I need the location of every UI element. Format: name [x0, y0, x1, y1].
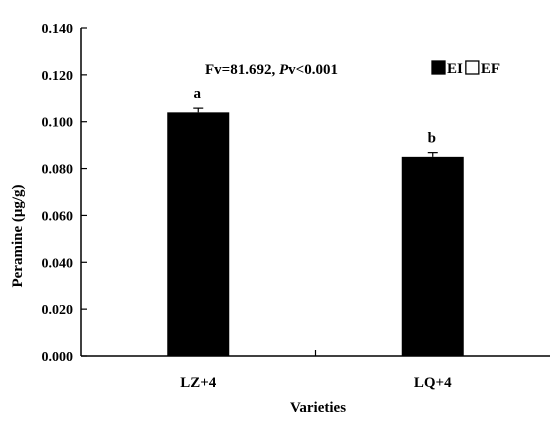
significance-letter: a — [194, 86, 202, 102]
y-tick-label: 0.040 — [42, 256, 74, 271]
legend-label-EF: EF — [481, 61, 500, 77]
x-ticks: LZ+4 LQ+4 — [180, 350, 452, 391]
significance-letter: b — [428, 131, 436, 147]
legend-swatch-EF — [465, 60, 480, 75]
stats-annotation-suffix: v<0.001 — [288, 62, 338, 78]
y-ticks: 0.000 0.020 0.040 0.060 0.080 0.100 0.120 0.140 — [42, 22, 87, 365]
stats-annotation: Fv=81.692, Pv<0.001 — [205, 62, 338, 78]
x-tick-label: LZ+4 — [180, 375, 217, 391]
bars: ab — [167, 86, 464, 356]
bar-LZ+4 — [167, 112, 230, 356]
stats-annotation-prefix: Fv=81.692, — [205, 62, 279, 78]
y-tick-label: 0.100 — [42, 116, 74, 131]
y-tick-label: 0.000 — [42, 350, 74, 365]
bar-LQ+4 — [401, 156, 464, 356]
stats-annotation-p: P — [279, 62, 289, 78]
y-axis-label: Peramine (μg/g) — [10, 184, 26, 287]
legend: EI EF — [431, 60, 500, 77]
y-tick-label: 0.120 — [42, 69, 74, 84]
y-tick-label: 0.080 — [42, 163, 74, 178]
y-tick-label: 0.020 — [42, 303, 74, 318]
x-tick-label: LQ+4 — [414, 375, 452, 391]
x-axis-label: Varieties — [290, 400, 346, 416]
legend-swatch-EI — [431, 60, 446, 75]
y-tick-label: 0.060 — [42, 209, 74, 224]
y-tick-label: 0.140 — [42, 22, 74, 37]
legend-label-EI: EI — [447, 61, 463, 77]
